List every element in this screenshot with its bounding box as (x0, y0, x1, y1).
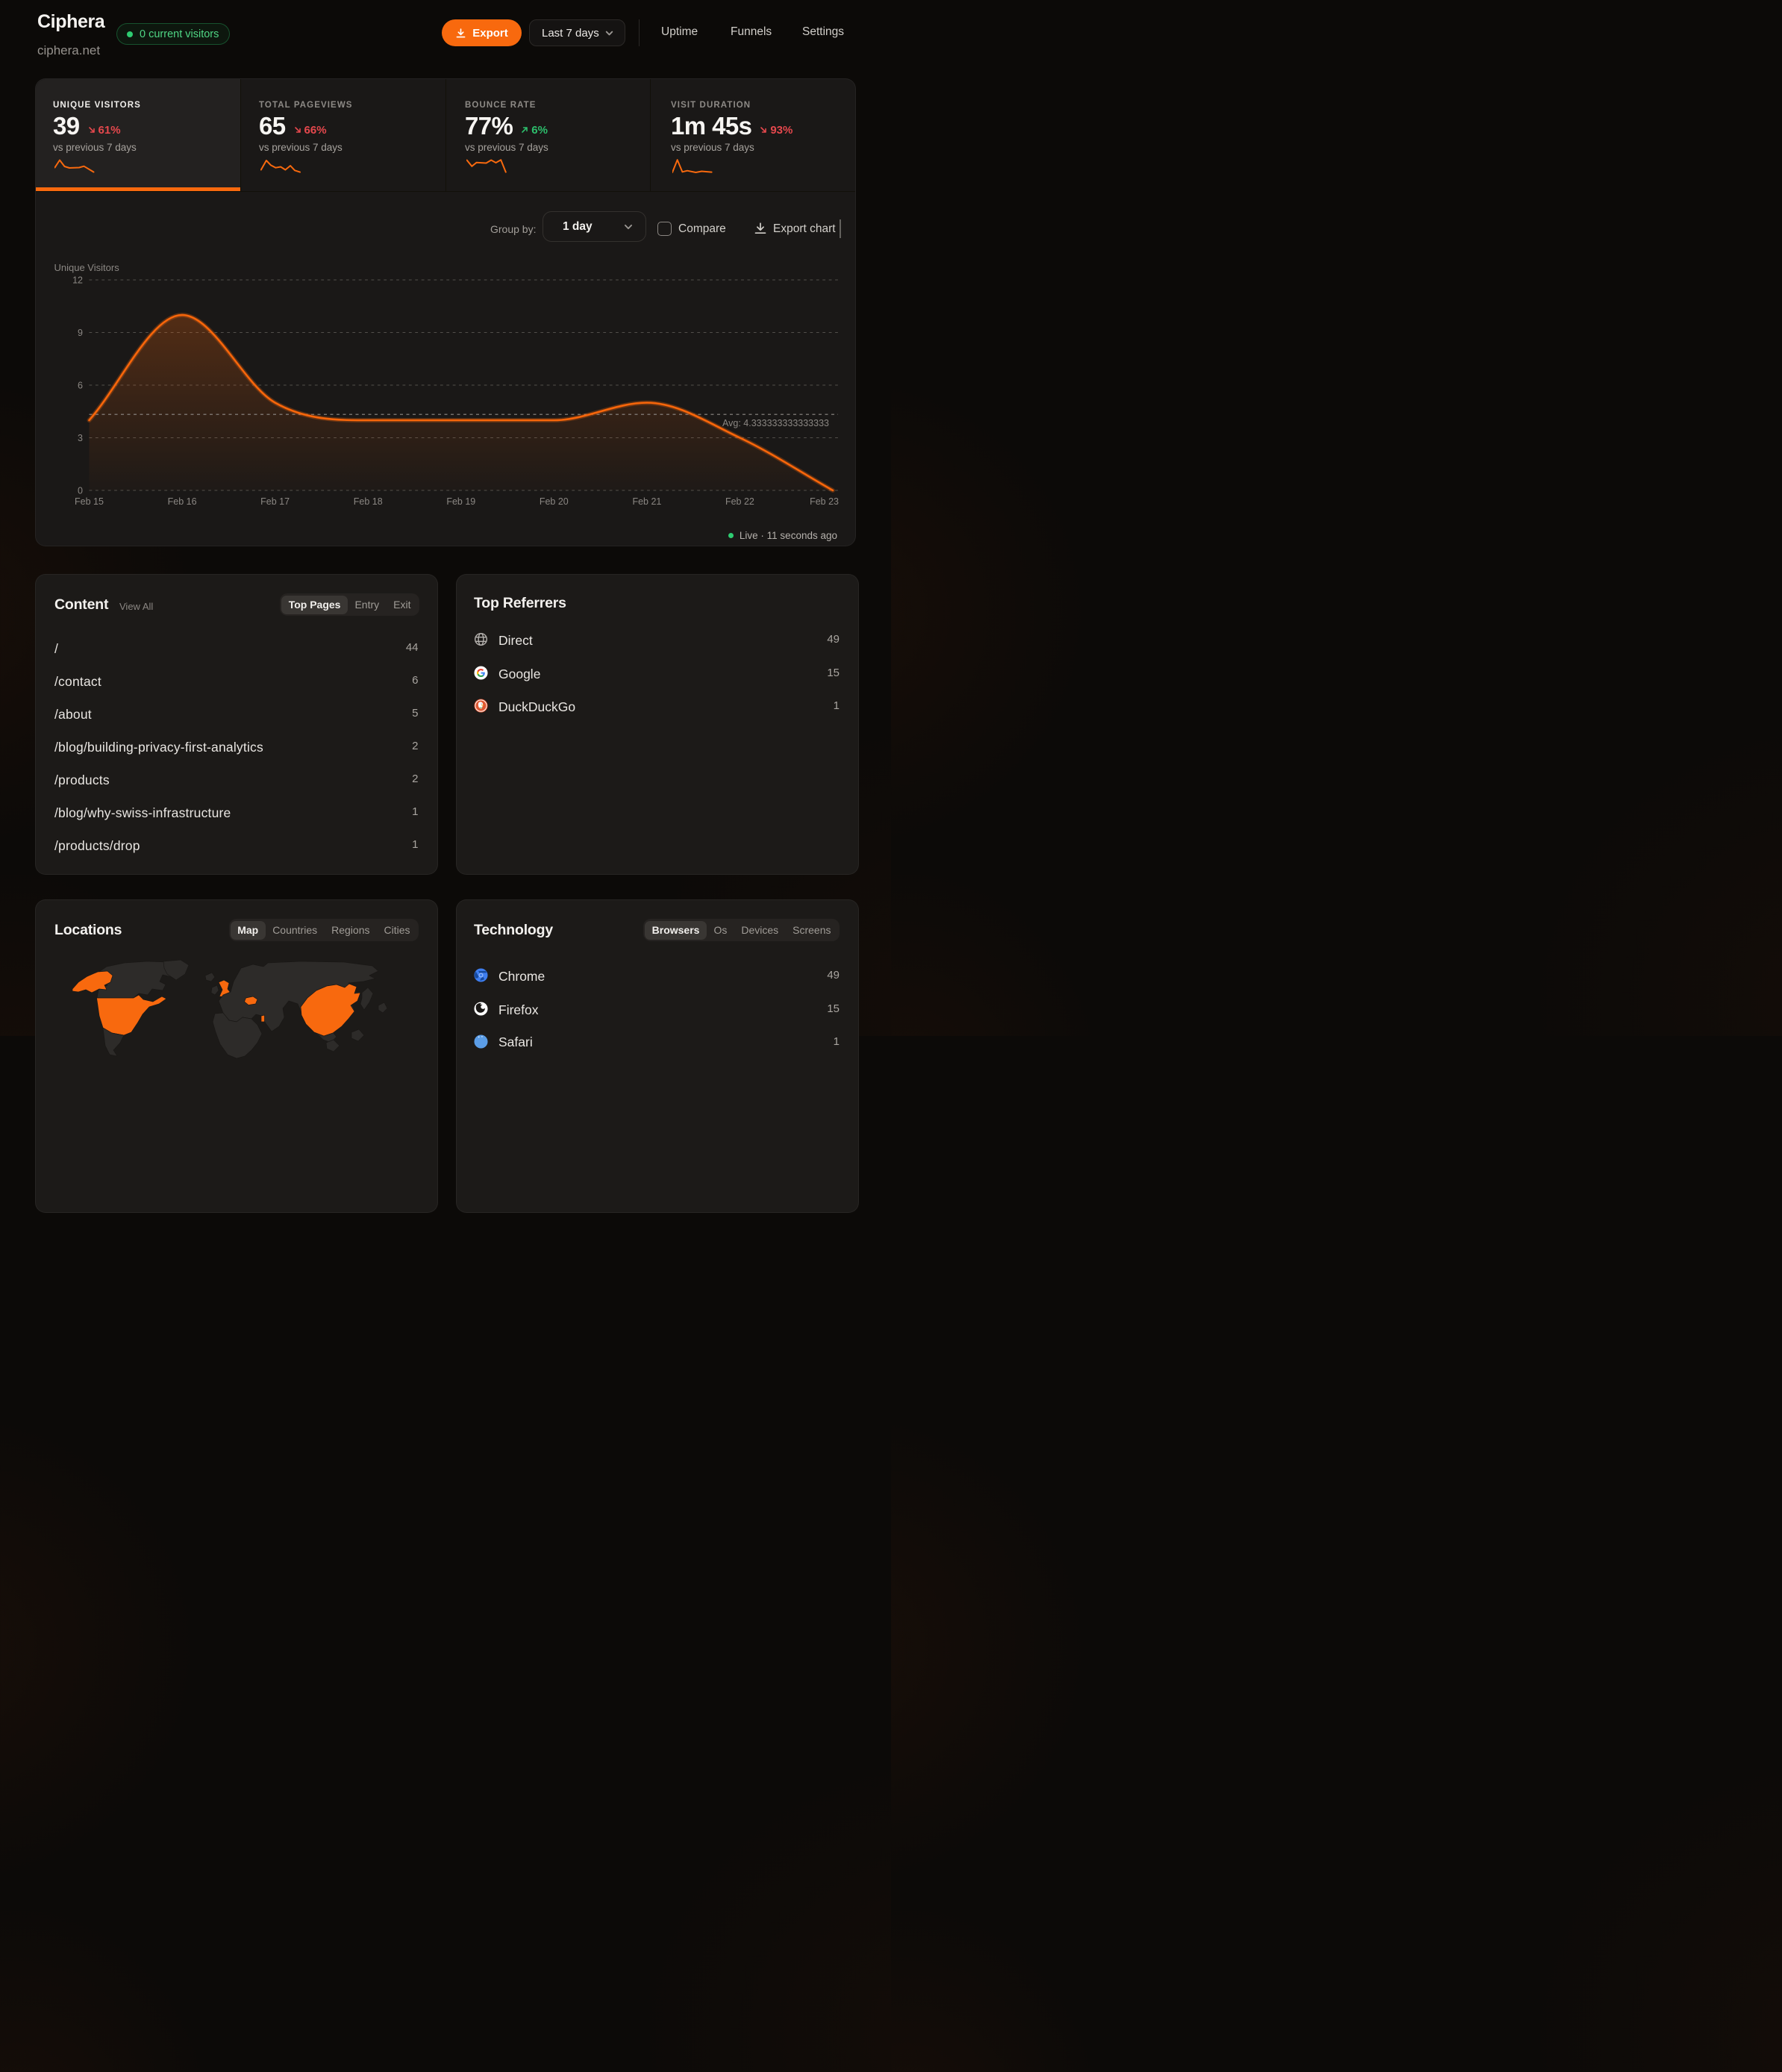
svg-text:Feb 16: Feb 16 (168, 496, 197, 507)
svg-text:Feb 21: Feb 21 (632, 496, 661, 507)
svg-text:Feb 22: Feb 22 (725, 496, 754, 507)
svg-text:Unique Visitors: Unique Visitors (54, 262, 120, 273)
svg-text:6: 6 (78, 381, 83, 391)
svg-text:0: 0 (78, 486, 83, 496)
svg-text:Feb 15: Feb 15 (75, 496, 104, 507)
svg-text:9: 9 (78, 328, 83, 338)
svg-text:Feb 19: Feb 19 (446, 496, 475, 507)
svg-text:Feb 17: Feb 17 (260, 496, 290, 507)
svg-text:Feb 20: Feb 20 (540, 496, 569, 507)
svg-text:Feb 23: Feb 23 (810, 496, 839, 507)
svg-text:Avg: 4.333333333333333: Avg: 4.333333333333333 (722, 418, 829, 428)
svg-text:Feb 18: Feb 18 (354, 496, 383, 507)
svg-text:3: 3 (78, 433, 83, 443)
svg-text:12: 12 (72, 275, 83, 286)
